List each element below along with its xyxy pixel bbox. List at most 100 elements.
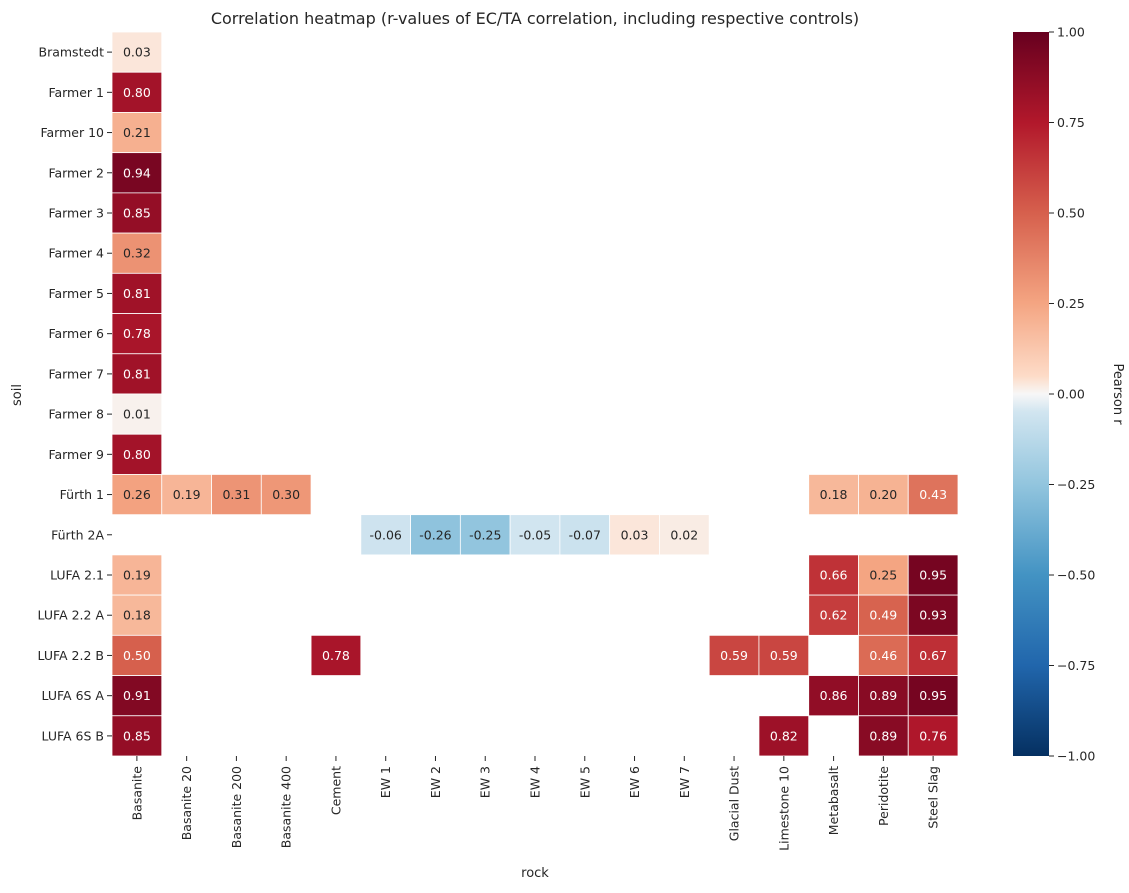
cell-value-label: 0.30 — [272, 487, 300, 502]
cell-value-label: 0.32 — [123, 246, 151, 261]
x-tick-label: Peridotite — [876, 766, 891, 826]
cell-value-label: 0.78 — [322, 648, 350, 663]
y-tick-label: Farmer 7 — [48, 366, 104, 381]
cell-value-label: 0.25 — [869, 568, 897, 583]
y-tick-label: Fürth 1 — [60, 487, 104, 502]
colorbar-tick-label: 0.50 — [1057, 206, 1085, 221]
x-tick-label: Basanite 200 — [229, 766, 244, 848]
heatmap-cell — [858, 554, 909, 596]
y-tick-label: Farmer 3 — [48, 206, 104, 221]
cell-value-label: 0.93 — [919, 608, 947, 623]
cell-value-label: 0.01 — [123, 407, 151, 422]
heatmap-cell — [111, 554, 163, 596]
heatmap-cell — [758, 634, 810, 676]
heatmap-cell — [111, 31, 163, 73]
heatmap-cell — [111, 474, 163, 516]
y-tick-label: Farmer 2 — [48, 165, 104, 180]
heatmap-cell — [808, 594, 859, 636]
cell-value-label: 0.95 — [919, 568, 947, 583]
cell-value-label: 0.89 — [869, 728, 897, 743]
cell-value-label: 0.81 — [123, 366, 151, 381]
x-tick-label: Limestone 10 — [776, 766, 791, 851]
heatmap-cell — [111, 71, 163, 113]
heatmap-cell — [907, 715, 959, 757]
cell-value-label: 0.19 — [123, 568, 151, 583]
cell-value-label: 0.80 — [123, 447, 151, 462]
cell-value-label: 0.89 — [869, 688, 897, 703]
colorbar-tick-label: −1.00 — [1057, 749, 1095, 764]
y-tick-label: Farmer 9 — [48, 447, 104, 462]
x-tick-label: Basanite 20 — [179, 766, 194, 840]
heatmap-cell — [111, 594, 163, 636]
x-tick-label: EW 1 — [378, 766, 393, 798]
cell-value-label: -0.07 — [569, 527, 601, 542]
cell-value-label: 0.78 — [123, 326, 151, 341]
heatmap-cell — [858, 715, 909, 757]
x-tick-label: EW 2 — [428, 766, 443, 798]
cell-value-label: -0.06 — [370, 527, 402, 542]
x-tick-label: EW 3 — [478, 766, 493, 798]
heatmap-cell — [111, 152, 163, 194]
cell-value-label: 0.02 — [670, 527, 698, 542]
x-axis-label: rock — [521, 866, 549, 881]
x-tick-label: EW 4 — [528, 766, 543, 798]
heatmap-cell — [310, 634, 362, 676]
heatmap-cell — [111, 433, 163, 475]
x-tick-label: EW 7 — [677, 766, 692, 798]
cell-value-label: 0.86 — [820, 688, 848, 703]
y-tick-label: LUFA 2.1 — [50, 568, 104, 583]
cell-value-label: 0.66 — [820, 568, 848, 583]
cell-value-label: 0.31 — [222, 487, 250, 502]
cell-value-label: -0.05 — [519, 527, 551, 542]
heatmap-cell — [907, 594, 959, 636]
y-tick-label: Farmer 8 — [48, 407, 104, 422]
heatmap-cell — [708, 634, 760, 676]
cell-value-label: 0.59 — [720, 648, 748, 663]
heatmap-cell — [808, 675, 859, 717]
heatmap-cell — [758, 715, 810, 757]
x-tick-label: Steel Slag — [926, 766, 941, 829]
y-axis-ticks: Bramstedt Farmer 1 Farmer 10 Farmer 2 Farmer… — [38, 45, 112, 743]
cell-value-label: 0.85 — [123, 206, 151, 221]
colorbar — [1013, 32, 1049, 756]
cell-value-label: 0.46 — [869, 648, 897, 663]
colorbar-tick-label: −0.50 — [1057, 568, 1095, 583]
y-tick-label: Farmer 10 — [40, 125, 104, 140]
cell-value-label: 0.18 — [820, 487, 848, 502]
y-tick-label: Bramstedt — [39, 45, 105, 60]
heatmap-cell — [559, 514, 611, 556]
heatmap-cell — [161, 474, 212, 516]
chart-title: Correlation heatmap (r-values of EC/TA c… — [211, 9, 859, 28]
cell-value-label: 0.49 — [869, 608, 897, 623]
heatmap-cell — [410, 514, 461, 556]
y-tick-label: Farmer 1 — [48, 85, 104, 100]
heatmap-cell — [907, 634, 959, 676]
heatmap-cell — [509, 514, 561, 556]
cell-value-label: 0.62 — [820, 608, 848, 623]
x-tick-label: Glacial Dust — [727, 766, 742, 841]
cell-value-label: 0.95 — [919, 688, 947, 703]
cell-value-label: 0.85 — [123, 728, 151, 743]
colorbar-tick-label: −0.25 — [1057, 477, 1095, 492]
cell-value-label: 0.67 — [919, 648, 947, 663]
heatmap-cell — [659, 514, 710, 556]
cell-value-label: -0.26 — [419, 527, 451, 542]
x-tick-label: EW 6 — [627, 766, 642, 798]
heatmap-cell — [111, 675, 163, 717]
heatmap-cell — [260, 474, 312, 516]
cell-value-label: 0.26 — [123, 487, 151, 502]
heatmap-cell — [907, 675, 959, 717]
y-tick-label: LUFA 6S B — [42, 728, 105, 743]
heatmap-cell — [808, 474, 859, 516]
cell-value-label: 0.43 — [919, 487, 947, 502]
heatmap-cell — [111, 112, 163, 154]
x-tick-label: Basanite — [129, 766, 144, 821]
cell-value-label: -0.25 — [469, 527, 501, 542]
colorbar-tick-label: 0.75 — [1057, 115, 1085, 130]
heatmap-cell — [111, 393, 163, 435]
cell-value-label: 0.18 — [123, 608, 151, 623]
y-tick-label: Fürth 2A — [51, 527, 104, 542]
colorbar-label: Pearson r — [1110, 363, 1125, 425]
